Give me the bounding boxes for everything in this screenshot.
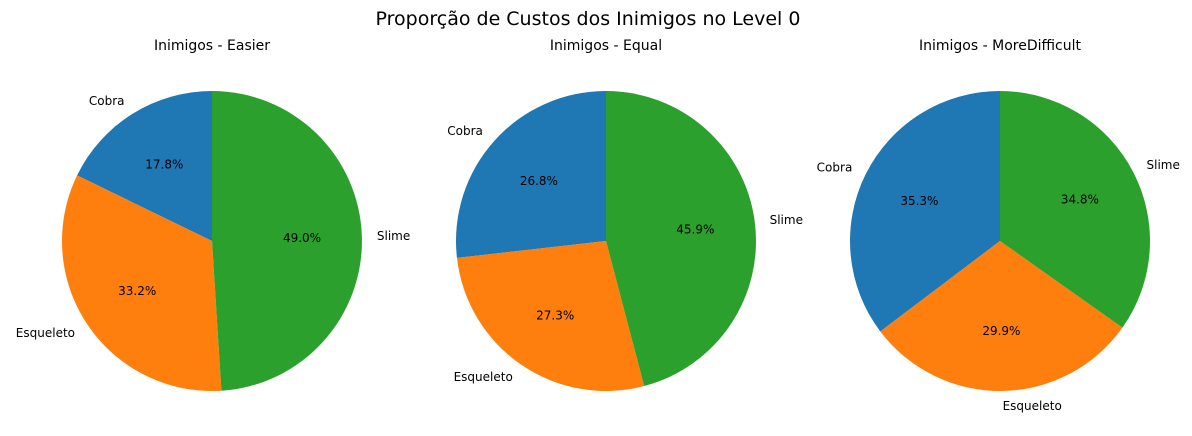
pct-label-equal-cobra: 26.8% [520, 174, 558, 188]
pct-label-moredifficult-esqueleto: 29.9% [982, 324, 1020, 338]
pie-chart-moredifficult: Inimigos - MoreDifficult Cobra 35.3% Esque… [817, 38, 1180, 413]
pie-slice-moredifficult-esqueleto [880, 241, 1123, 392]
pie-chart-easier: Inimigos - Easier Cobra 17.8% Esqueleto 33.… [16, 38, 410, 391]
pct-label-equal-slime: 45.9% [676, 222, 714, 236]
pct-label-equal-esqueleto: 27.3% [536, 308, 574, 322]
slice-label-equal-cobra: Cobra [447, 124, 483, 138]
slice-label-easier-esqueleto: Esqueleto [16, 326, 75, 340]
pie-slice-moredifficult-slime [1000, 91, 1151, 328]
pie-slice-equal-esqueleto [456, 241, 645, 392]
figure-title: Proporção de Custos dos Inimigos no Leve… [376, 8, 801, 30]
pie-chart-equal: Inimigos - Equal Cobra 26.8% Esqueleto 27.3… [447, 38, 803, 392]
pct-label-easier-cobra: 17.8% [145, 158, 183, 172]
pct-label-easier-esqueleto: 33.2% [118, 284, 156, 298]
pie-slice-equal-cobra [456, 91, 606, 258]
slice-label-moredifficult-esqueleto: Esqueleto [1003, 399, 1062, 413]
slice-label-moredifficult-slime: Slime [1147, 158, 1180, 172]
pie-slice-easier-cobra [77, 91, 212, 241]
slice-label-equal-slime: Slime [770, 213, 803, 227]
pie-slice-equal-slime [606, 90, 757, 387]
pct-label-moredifficult-cobra: 35.3% [900, 194, 938, 208]
pie-slice-easier-esqueleto [62, 175, 222, 391]
slice-label-moredifficult-cobra: Cobra [817, 161, 853, 175]
pct-label-easier-slime: 49.0% [283, 231, 321, 245]
pct-label-moredifficult-slime: 34.8% [1061, 193, 1099, 207]
slice-label-equal-esqueleto: Esqueleto [454, 370, 513, 384]
pie-slice-moredifficult-cobra [849, 91, 1000, 332]
slice-label-easier-cobra: Cobra [89, 94, 125, 108]
pie-title-easier: Inimigos - Easier [154, 38, 270, 54]
slice-label-easier-slime: Slime [377, 229, 410, 243]
pie-title-equal: Inimigos - Equal [550, 38, 662, 54]
pie-slice-easier-slime [212, 91, 362, 391]
pie-title-moredifficult: Inimigos - MoreDifficult [919, 38, 1081, 54]
